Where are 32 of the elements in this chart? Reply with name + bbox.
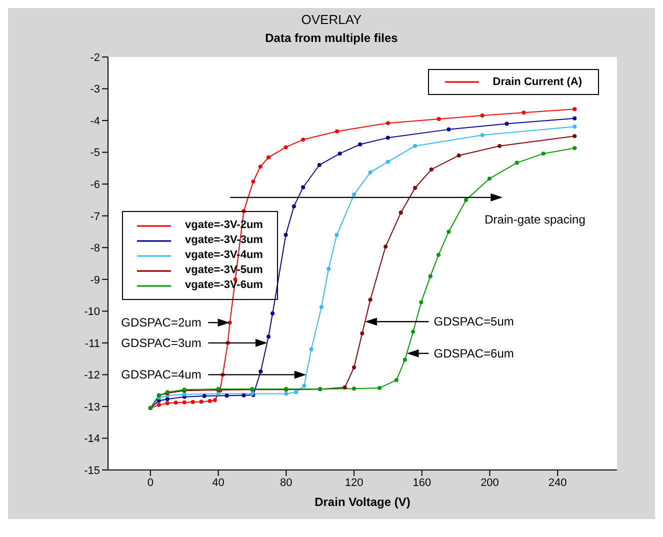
y-tick-label: -4 <box>90 115 100 128</box>
annotation: GDSPAC=5um <box>434 314 514 329</box>
x-tick-label: 80 <box>280 476 292 489</box>
chart-subtitle: Data from multiple files <box>264 30 399 47</box>
y-tick-label: -6 <box>90 178 100 191</box>
annotation: GDSPAC=2um <box>121 316 202 330</box>
y-tick-label: -2 <box>90 52 100 64</box>
chart-title: OVERLAY <box>300 11 363 27</box>
y-tick-label: -13 <box>84 401 100 414</box>
y-tick-label: -11 <box>84 338 100 350</box>
x-axis-title: Drain Voltage (V) <box>314 495 410 509</box>
x-tick-label: 200 <box>480 476 499 489</box>
x-tick-label: 240 <box>548 476 567 489</box>
x-tick-label: 160 <box>412 476 432 489</box>
annotation: GDSPAC=3um <box>121 336 202 350</box>
annotation: GDSPAC=6um <box>434 346 514 360</box>
y-tick-label: -15 <box>84 464 100 477</box>
y-tick-label: -5 <box>90 147 100 160</box>
y-axis-title: Drain Current (A) <box>492 76 582 88</box>
y-tick-label: -12 <box>84 370 100 382</box>
annotation: Drain-gate spacing <box>484 212 586 226</box>
label-box: Drain Current (A) <box>428 69 599 95</box>
y-tick-label: -9 <box>90 274 100 286</box>
y-tick-label: -14 <box>84 433 100 446</box>
y-tick-label: -3 <box>90 84 100 96</box>
x-tick-label: 40 <box>212 476 224 489</box>
x-tick-label: 0 <box>147 476 154 489</box>
y-tick-label: -7 <box>90 210 100 223</box>
y-tick-label: -8 <box>90 242 100 255</box>
annotation: GDSPAC=4um <box>121 368 202 382</box>
y-tick-label: -10 <box>84 306 100 318</box>
x-tick-label: 120 <box>344 476 364 489</box>
